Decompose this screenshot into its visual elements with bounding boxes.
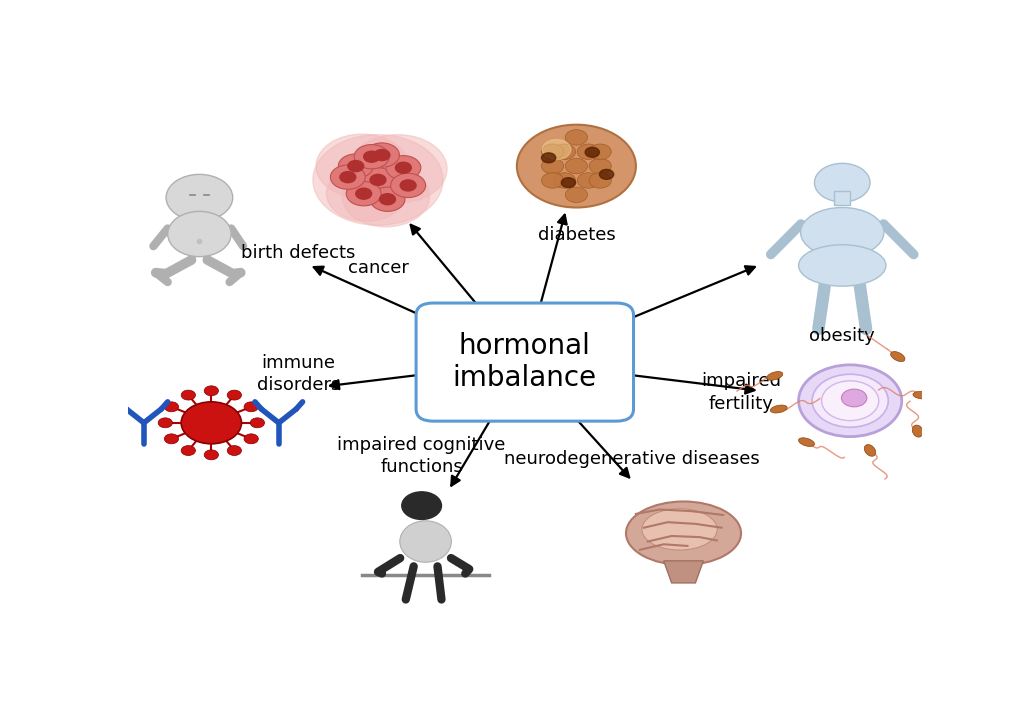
Ellipse shape [913,391,930,399]
Circle shape [181,445,196,455]
Circle shape [227,445,242,455]
FancyBboxPatch shape [835,191,850,205]
Circle shape [589,158,611,174]
Circle shape [374,150,390,161]
Circle shape [166,174,232,221]
Ellipse shape [642,508,717,550]
Text: birth defects: birth defects [242,244,355,262]
Circle shape [164,402,178,412]
Circle shape [316,134,409,198]
Circle shape [355,188,372,199]
Text: immune
disorders: immune disorders [257,354,340,394]
Ellipse shape [399,521,452,562]
Circle shape [204,450,218,460]
Circle shape [338,154,373,179]
Circle shape [542,173,563,188]
Ellipse shape [770,405,787,413]
Circle shape [354,145,389,169]
Text: diabetes: diabetes [538,226,615,244]
Circle shape [227,390,242,400]
Circle shape [181,402,242,444]
Circle shape [348,135,447,203]
Circle shape [204,386,218,396]
Text: impaired cognitive
functions: impaired cognitive functions [338,436,506,476]
Circle shape [553,144,575,159]
Circle shape [578,173,599,188]
Circle shape [370,174,386,186]
Polygon shape [664,561,703,583]
Circle shape [400,180,416,191]
Ellipse shape [801,207,884,257]
Circle shape [348,161,364,171]
Ellipse shape [799,244,886,286]
Text: obesity: obesity [809,326,876,345]
Circle shape [401,492,441,519]
Circle shape [561,178,575,188]
Circle shape [370,187,404,212]
Circle shape [380,194,395,205]
Ellipse shape [626,501,741,565]
Circle shape [812,374,888,427]
Circle shape [542,153,556,163]
Ellipse shape [767,371,782,380]
Ellipse shape [912,425,923,437]
Circle shape [542,158,563,174]
Circle shape [814,163,870,202]
Circle shape [585,147,599,157]
Ellipse shape [891,351,905,361]
Circle shape [340,171,355,183]
Circle shape [821,381,879,421]
Circle shape [364,151,380,162]
Circle shape [313,135,443,225]
Circle shape [599,169,613,179]
Circle shape [565,187,588,202]
Circle shape [331,165,366,189]
Circle shape [181,390,196,400]
Circle shape [517,125,636,207]
Circle shape [250,418,264,428]
Circle shape [360,168,395,192]
Circle shape [565,130,588,145]
Circle shape [365,143,399,167]
Text: neurodegenerative diseases: neurodegenerative diseases [504,450,760,467]
Ellipse shape [799,438,814,447]
Circle shape [395,162,412,174]
Circle shape [799,365,902,437]
Circle shape [542,144,563,159]
FancyBboxPatch shape [416,303,634,421]
Circle shape [244,402,258,412]
Text: hormonal
imbalance: hormonal imbalance [453,332,597,392]
Text: cancer: cancer [347,260,409,277]
Ellipse shape [864,445,876,456]
Circle shape [346,181,381,206]
Circle shape [578,144,599,159]
Circle shape [244,434,258,444]
Circle shape [391,174,426,198]
Text: impaired
fertility: impaired fertility [701,372,781,412]
Circle shape [342,166,430,227]
Circle shape [327,166,406,222]
Ellipse shape [168,212,231,257]
Circle shape [589,173,611,188]
Circle shape [565,158,588,174]
Circle shape [386,156,421,180]
Circle shape [543,140,570,159]
Circle shape [553,173,575,188]
Circle shape [589,144,611,159]
Circle shape [158,418,172,428]
Circle shape [164,434,178,444]
Circle shape [842,389,867,407]
